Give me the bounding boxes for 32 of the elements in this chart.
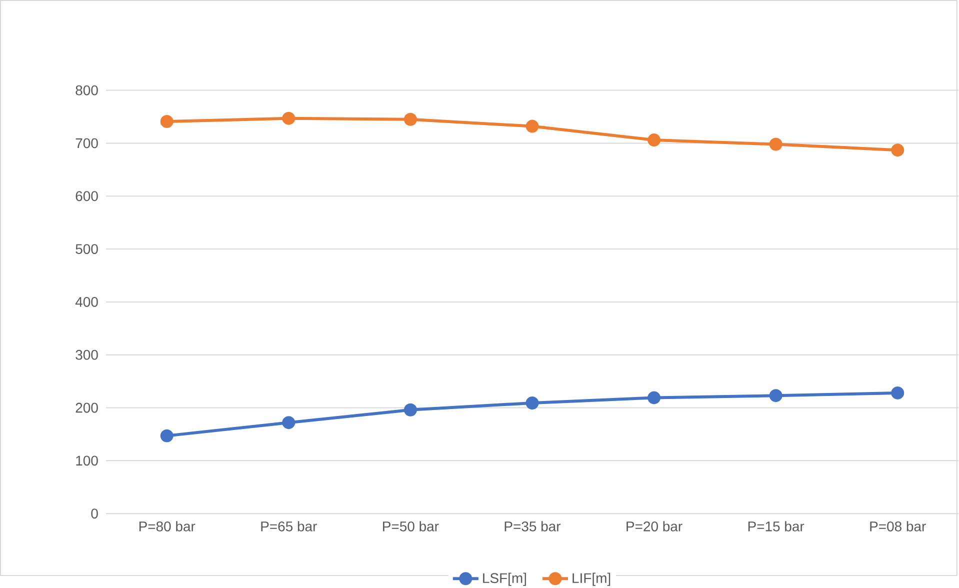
x-tick-label: P=20 bar: [626, 520, 682, 532]
point: [160, 429, 174, 442]
point: [282, 112, 296, 125]
y-tick-label: 400: [75, 296, 98, 307]
point: [769, 388, 782, 402]
point: [648, 133, 661, 146]
point: [282, 416, 296, 429]
point: [891, 386, 904, 400]
y-tick-label: 600: [76, 190, 98, 201]
y-tick-label: 100: [76, 456, 98, 466]
legend-label: LIF[m]: [572, 572, 610, 586]
point: [160, 114, 174, 128]
point: [526, 396, 539, 410]
legend-label: LSF[m]: [483, 572, 526, 586]
x-tick-label: P=08 bar: [870, 520, 926, 532]
point: [526, 120, 539, 133]
y-tick-label: 700: [76, 138, 98, 148]
y-tick-label: 200: [76, 402, 98, 413]
point: [769, 138, 782, 151]
x-tick-label: P=35 bar: [504, 520, 561, 532]
y-tick-label: 500: [76, 244, 98, 254]
point: [404, 403, 417, 416]
y-tick-label: 300: [76, 350, 98, 360]
point: [891, 143, 904, 156]
point: [404, 112, 417, 126]
x-tick-label: P=80 bar: [139, 520, 196, 532]
point: [648, 391, 661, 404]
x-tick-label: P=50 bar: [383, 520, 439, 532]
y-tick-label: 800: [76, 85, 98, 96]
x-tick-label: P=65 bar: [261, 520, 317, 532]
y-tick-label: 0: [91, 508, 98, 518]
x-tick-label: P=15 bar: [748, 520, 804, 532]
